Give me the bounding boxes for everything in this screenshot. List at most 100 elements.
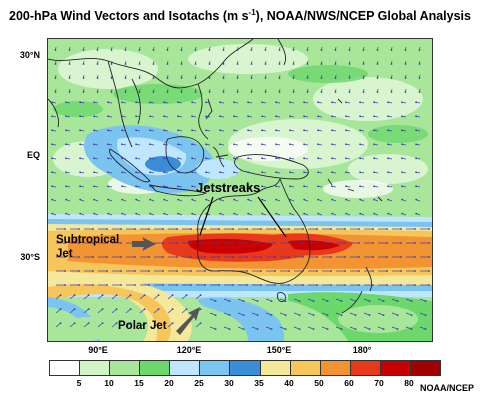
wind-vector-head <box>65 171 67 174</box>
wind-vector-head <box>418 77 421 79</box>
wind-vector-head <box>331 115 333 118</box>
wind-vector-head <box>424 300 427 302</box>
wind-vector-head <box>386 284 388 286</box>
wind-vector-head <box>218 284 220 286</box>
wind-vector-head <box>101 294 104 296</box>
wind-vector-head <box>428 256 430 258</box>
wind-vector-head <box>345 143 347 146</box>
legend-swatch <box>380 361 411 375</box>
wind-vector-head <box>93 129 95 132</box>
wind-vector-head <box>218 242 220 244</box>
wind-vector-head <box>320 91 323 93</box>
wind-vector-head <box>317 212 320 215</box>
wind-vector-head <box>303 185 305 188</box>
legend-swatch <box>80 361 111 375</box>
wind-vector-head <box>387 129 389 132</box>
wind-vector-head <box>401 185 403 188</box>
wind-vector-head <box>205 129 208 132</box>
wind-vector-head <box>345 185 347 188</box>
wind-vector-head <box>218 228 220 230</box>
wind-vector-head <box>348 49 351 51</box>
wind-vector-head <box>368 314 371 316</box>
wind-vector-head <box>396 328 399 330</box>
wind-vector-head <box>163 115 165 118</box>
wind-vector-head <box>373 101 375 104</box>
wind-vector-head <box>261 157 263 160</box>
credit-label: NOAA/NCEP <box>419 383 474 393</box>
wind-vector-head <box>306 49 309 51</box>
wind-vector-head <box>152 77 155 79</box>
wind-vector <box>195 294 201 300</box>
wind-vector-head <box>415 157 417 160</box>
wind-vector-head <box>376 63 379 65</box>
wind-vector-head <box>208 49 211 51</box>
wind-vector-head <box>177 129 180 132</box>
wind-vector-head <box>143 294 146 296</box>
wind-vector-head <box>260 228 262 230</box>
wind-vector-head <box>120 284 122 286</box>
wind-vector <box>223 312 230 316</box>
wind-vector-head <box>317 101 319 104</box>
wind-vector-head <box>401 101 403 104</box>
wind-vector-head <box>326 300 329 302</box>
wind-vector-head <box>298 314 301 316</box>
wind-vector-head <box>390 91 393 93</box>
wind-vector-head <box>232 228 234 230</box>
wind-vector-head <box>149 101 151 104</box>
wind-vector-head <box>334 49 337 51</box>
wind-vector <box>279 326 286 330</box>
wind-vector-head <box>274 284 276 286</box>
wind-vector-head <box>177 101 180 104</box>
wind-vector-head <box>386 228 388 230</box>
wind-vector-head <box>171 294 174 296</box>
wind-vector <box>195 322 201 328</box>
wind-vector-head <box>284 300 287 302</box>
lon-label-120e: 120°E <box>176 345 202 355</box>
wind-vector-head <box>121 143 123 146</box>
wind-vector-head <box>316 256 318 258</box>
wind-vector-head <box>135 212 138 215</box>
wind-vector-head <box>78 284 80 286</box>
wind-vector-head <box>73 308 76 310</box>
wind-vector-head <box>180 77 183 79</box>
wind-vector-head <box>358 228 360 230</box>
wind-vector-head <box>166 49 169 51</box>
wind-vector-head <box>177 185 180 188</box>
wind-vector-head <box>400 228 402 230</box>
wind-vector-head <box>261 185 263 188</box>
wind-vector-head <box>260 242 262 244</box>
wind-vector <box>83 294 89 300</box>
wind-vector-head <box>138 63 141 65</box>
wind-vector <box>377 298 384 302</box>
wind-vector-head <box>190 242 192 244</box>
wind-vector-head <box>316 270 318 272</box>
wind-vector-head <box>65 129 67 132</box>
wind-vector <box>419 312 426 316</box>
wind-vector-head <box>331 129 333 132</box>
wind-vector-head <box>92 284 94 286</box>
wind-vector-head <box>247 171 250 174</box>
wind-vector-head <box>396 300 399 302</box>
wind-vector-head <box>334 63 337 65</box>
wind-vector-head <box>135 157 137 160</box>
wind-vector-head <box>121 171 123 174</box>
wind-vector-head <box>345 198 348 201</box>
wind-vector-head <box>65 101 67 104</box>
wind-vector-head <box>292 63 295 65</box>
wind-vector <box>125 322 131 328</box>
wind-vector-head <box>387 212 390 215</box>
wind-vector-head <box>274 228 276 230</box>
wind-vector <box>111 322 117 328</box>
wind-vector-head <box>135 185 137 188</box>
wind-vector-head <box>107 143 109 146</box>
wind-vector-head <box>372 256 374 258</box>
wind-vector-head <box>424 328 427 330</box>
wind-vector-head <box>138 77 141 79</box>
wind-vector-head <box>270 314 273 316</box>
wind-vector-head <box>382 300 385 302</box>
wind-vector-head <box>199 308 202 310</box>
wind-vector-head <box>428 284 430 286</box>
wind-vector-head <box>149 185 151 188</box>
wind-vector-head <box>415 129 417 132</box>
wind-vector-head <box>261 171 263 174</box>
